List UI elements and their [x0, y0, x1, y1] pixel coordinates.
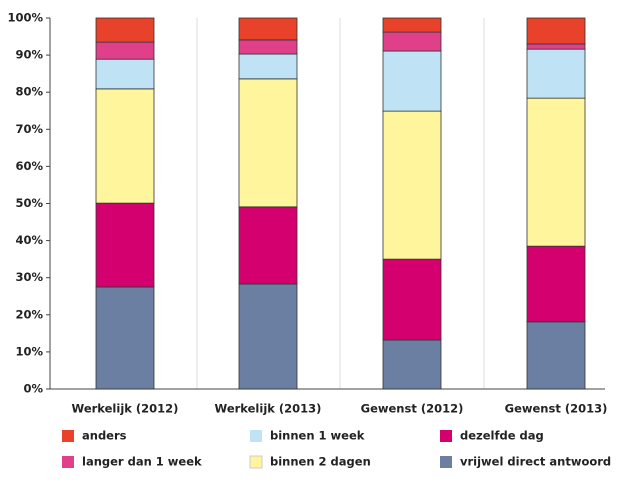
y-tick-label: 0%	[23, 382, 43, 396]
bar-segment	[526, 48, 586, 99]
bar-segment	[526, 245, 586, 323]
legend-label: binnen 2 dagen	[270, 455, 371, 469]
legend-swatch	[440, 430, 452, 442]
bar-segment	[382, 110, 442, 260]
bar-segment	[382, 17, 442, 33]
legend-label: vrijwel direct antwoord	[460, 455, 611, 469]
bar-segment	[382, 339, 442, 390]
bar-segment	[95, 58, 155, 90]
x-tick-label: Werkelijk (2012)	[72, 402, 179, 416]
bar-segment	[238, 53, 298, 80]
y-tick-label: 20%	[15, 307, 43, 321]
bar-segment	[238, 283, 298, 390]
y-tick-label: 30%	[15, 270, 43, 284]
bar-segment	[526, 97, 586, 247]
y-tick-label: 90%	[15, 48, 43, 62]
y-tick-label: 40%	[15, 233, 43, 247]
legend-swatch	[62, 456, 74, 468]
y-tick-label: 10%	[15, 344, 43, 358]
y-tick-label: 70%	[15, 122, 43, 136]
bar-segment	[238, 39, 298, 55]
bar-segment	[238, 206, 298, 285]
legend-swatch	[440, 456, 452, 468]
bar-segment	[382, 50, 442, 112]
bar-segment	[526, 43, 586, 50]
bar-segment	[382, 258, 442, 341]
bar-segment	[526, 17, 586, 45]
bar-segment	[95, 41, 155, 60]
legend-swatch	[250, 430, 262, 442]
bar-segment	[382, 31, 442, 52]
x-tick-label: Gewenst (2012)	[361, 402, 464, 416]
bar-segment	[238, 17, 298, 41]
legend-swatch	[62, 430, 74, 442]
bar-segment	[95, 17, 155, 43]
y-tick-label: 80%	[15, 85, 43, 99]
x-tick-label: Werkelijk (2013)	[215, 402, 322, 416]
legend-label: binnen 1 week	[270, 429, 365, 443]
bar-segment	[95, 88, 155, 204]
y-tick-label: 50%	[15, 196, 43, 210]
y-tick-label: 100%	[7, 11, 43, 25]
y-tick-label: 60%	[15, 159, 43, 173]
x-tick-label: Gewenst (2013)	[505, 402, 608, 416]
bar-segment	[95, 202, 155, 288]
bar-segment	[95, 286, 155, 390]
legend-label: langer dan 1 week	[82, 455, 202, 469]
legend-swatch	[249, 455, 263, 469]
legend-label: anders	[82, 429, 127, 443]
legend-label: dezelfde dag	[460, 429, 544, 443]
bar-segment	[238, 78, 298, 208]
bar-segment	[526, 321, 586, 390]
